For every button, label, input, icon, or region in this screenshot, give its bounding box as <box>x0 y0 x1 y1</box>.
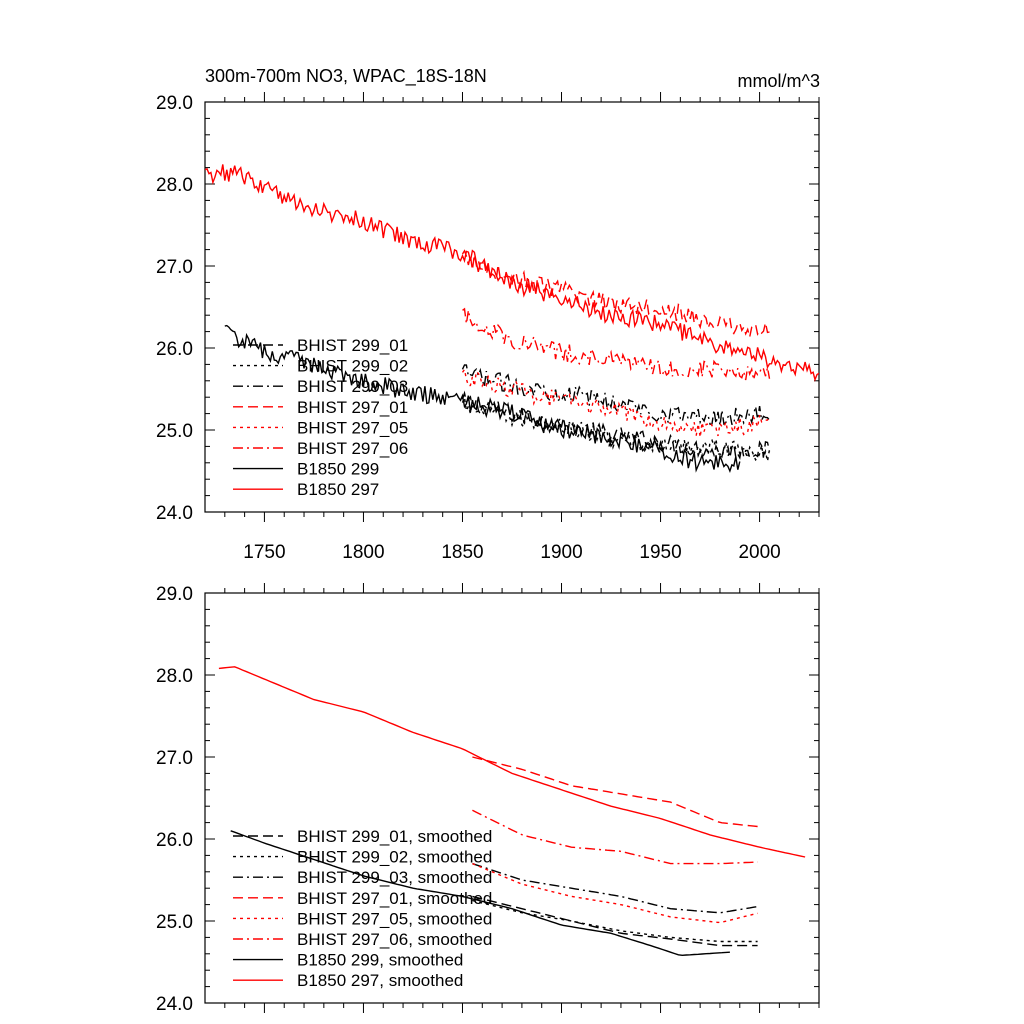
legend-label: BHIST 299_03 <box>297 377 408 396</box>
series-line-3 <box>461 249 770 338</box>
legend-label: BHIST 299_01 <box>297 336 408 355</box>
y-tick-label: 26.0 <box>156 830 193 851</box>
series-line-4 <box>472 862 758 924</box>
series-line-7 <box>205 164 819 382</box>
bottom-panel: 24.0 25.0 26.0 27.0 28.0 29.0 BHIST 299_01, sm… <box>156 583 820 1015</box>
units-label: mmol/m^3 <box>738 71 820 91</box>
series-group <box>218 666 806 957</box>
y-tick-label: 28.0 <box>156 666 193 687</box>
x-tick-label: 1850 <box>441 542 483 563</box>
legend-label: B1850 299 <box>297 460 379 479</box>
y-tick-label: 29.0 <box>156 93 193 114</box>
top-plot-frame <box>204 101 820 513</box>
legend-label: B1850 297, smoothed <box>297 971 463 990</box>
y-tick-label: 28.0 <box>156 175 193 196</box>
legend-label: BHIST 297_05, smoothed <box>297 909 492 928</box>
series-line-5 <box>462 307 771 381</box>
series-line-5 <box>472 809 758 865</box>
legend-label: BHIST 297_06, smoothed <box>297 930 492 949</box>
y-tick-label: 26.0 <box>156 339 193 360</box>
series-line-6 <box>224 324 741 473</box>
series-line-6 <box>230 830 730 957</box>
legend-label: BHIST 299_03, smoothed <box>297 868 492 887</box>
chart-title: 300m-700m NO3, WPAC_18S-18N <box>205 66 487 87</box>
legend-label: BHIST 297_05 <box>297 418 408 437</box>
series-line-0 <box>461 390 771 460</box>
x-tick-label: 1800 <box>342 542 384 563</box>
y-tick-label: 27.0 <box>156 748 193 769</box>
series-line-1 <box>472 899 758 943</box>
y-tick-label: 29.0 <box>156 584 193 605</box>
series-line-2 <box>472 862 758 914</box>
x-tick-label: 2000 <box>738 542 780 563</box>
bottom-plot-frame <box>204 592 820 1004</box>
legend-label: BHIST 299_02, smoothed <box>297 848 492 867</box>
legend-label: B1850 297 <box>297 480 379 499</box>
y-tick-label: 27.0 <box>156 257 193 278</box>
legend-label: B1850 299, smoothed <box>297 951 463 970</box>
legend-label: BHIST 297_01, smoothed <box>297 889 492 908</box>
top-panel: 300m-700m NO3, WPAC_18S-18N mmol/m^3 24.… <box>156 66 820 563</box>
y-tick-label: 24.0 <box>156 503 193 524</box>
series-line-2 <box>461 364 771 426</box>
series-line-7 <box>218 666 806 858</box>
x-tick-label: 1900 <box>540 542 582 563</box>
series-line-3 <box>472 756 758 828</box>
legend-label: BHIST 297_01 <box>297 398 408 417</box>
x-tick-label: 1750 <box>243 542 285 563</box>
legend-label: BHIST 297_06 <box>297 439 408 458</box>
x-tick-label: 1950 <box>639 542 681 563</box>
series-group <box>205 164 819 473</box>
y-tick-label: 24.0 <box>156 994 193 1015</box>
series-line-0 <box>472 895 758 947</box>
legend-label: BHIST 299_02 <box>297 357 408 376</box>
y-tick-label: 25.0 <box>156 912 193 933</box>
legend-label: BHIST 299_01, smoothed <box>297 827 492 846</box>
y-tick-label: 25.0 <box>156 421 193 442</box>
